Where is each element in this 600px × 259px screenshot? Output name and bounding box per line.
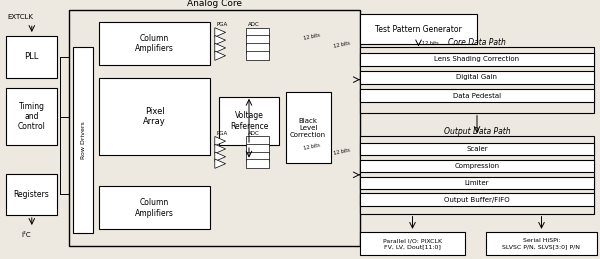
FancyBboxPatch shape [360,47,594,113]
FancyBboxPatch shape [99,78,210,155]
Text: Compression: Compression [454,163,500,169]
FancyBboxPatch shape [6,174,57,215]
Text: ADC: ADC [248,22,260,27]
Text: Timing
and
Control: Timing and Control [17,102,46,132]
FancyBboxPatch shape [286,92,331,163]
FancyBboxPatch shape [360,14,477,44]
FancyBboxPatch shape [246,144,269,154]
FancyBboxPatch shape [246,28,269,37]
Text: Column
Amplifiers: Column Amplifiers [135,198,174,218]
FancyBboxPatch shape [6,36,57,78]
FancyBboxPatch shape [246,136,269,146]
Polygon shape [215,152,226,161]
FancyBboxPatch shape [360,177,594,189]
Text: PLL: PLL [25,53,38,61]
Text: Voltage
Reference: Voltage Reference [230,111,268,131]
Text: Test Pattern Generator: Test Pattern Generator [375,25,462,34]
Polygon shape [215,51,226,60]
Text: Registers: Registers [14,190,49,199]
FancyBboxPatch shape [486,232,597,255]
Text: Output Data Path: Output Data Path [443,127,511,136]
Text: Parallel I/O: PIXCLK
FV, LV, Dout[11:0]: Parallel I/O: PIXCLK FV, LV, Dout[11:0] [383,238,442,249]
FancyBboxPatch shape [246,51,269,60]
Text: PGA: PGA [217,22,228,27]
FancyBboxPatch shape [246,43,269,53]
Text: Analog Core: Analog Core [187,0,242,8]
Text: Black
Level
Correction: Black Level Correction [290,118,326,138]
FancyBboxPatch shape [360,160,594,172]
Polygon shape [215,144,226,154]
Text: PGA: PGA [217,131,228,136]
FancyBboxPatch shape [360,232,465,255]
FancyBboxPatch shape [360,89,594,102]
Text: 12 bits: 12 bits [303,143,320,151]
Polygon shape [215,159,226,168]
FancyBboxPatch shape [99,186,210,229]
FancyBboxPatch shape [73,47,93,233]
Text: Column
Amplifiers: Column Amplifiers [135,34,174,53]
Text: 12 bits: 12 bits [303,33,320,41]
Text: 12 bits: 12 bits [334,148,351,156]
FancyBboxPatch shape [99,22,210,65]
FancyBboxPatch shape [360,136,594,214]
FancyBboxPatch shape [360,53,594,66]
Text: Scaler: Scaler [466,146,488,152]
FancyBboxPatch shape [360,71,594,84]
Text: Digital Gain: Digital Gain [457,74,497,81]
FancyBboxPatch shape [246,152,269,161]
Text: ADC: ADC [248,131,260,136]
Text: Limiter: Limiter [465,180,489,186]
Text: 12 bits: 12 bits [334,41,351,49]
Text: I²C: I²C [22,232,31,238]
FancyBboxPatch shape [219,97,279,145]
Text: Output Buffer/FIFO: Output Buffer/FIFO [444,197,510,203]
FancyBboxPatch shape [6,88,57,145]
Polygon shape [215,136,226,146]
Text: EXTCLK: EXTCLK [7,15,33,20]
Text: Core Data Path: Core Data Path [448,38,506,47]
Text: Pixel
Array: Pixel Array [143,107,166,126]
FancyBboxPatch shape [360,143,594,155]
Text: Serial HiSPi:
SLVSC P/N, SLVS[3:0] P/N: Serial HiSPi: SLVSC P/N, SLVS[3:0] P/N [503,238,581,249]
FancyBboxPatch shape [246,35,269,45]
Text: Data Pedestal: Data Pedestal [453,92,501,99]
Polygon shape [215,35,226,45]
Text: Lens Shading Correction: Lens Shading Correction [434,56,520,62]
Polygon shape [215,43,226,53]
Polygon shape [215,28,226,37]
FancyBboxPatch shape [360,193,594,206]
Text: 12 bits: 12 bits [421,41,438,46]
Text: Row Drivers: Row Drivers [80,121,86,159]
FancyBboxPatch shape [246,159,269,168]
FancyBboxPatch shape [69,10,360,246]
